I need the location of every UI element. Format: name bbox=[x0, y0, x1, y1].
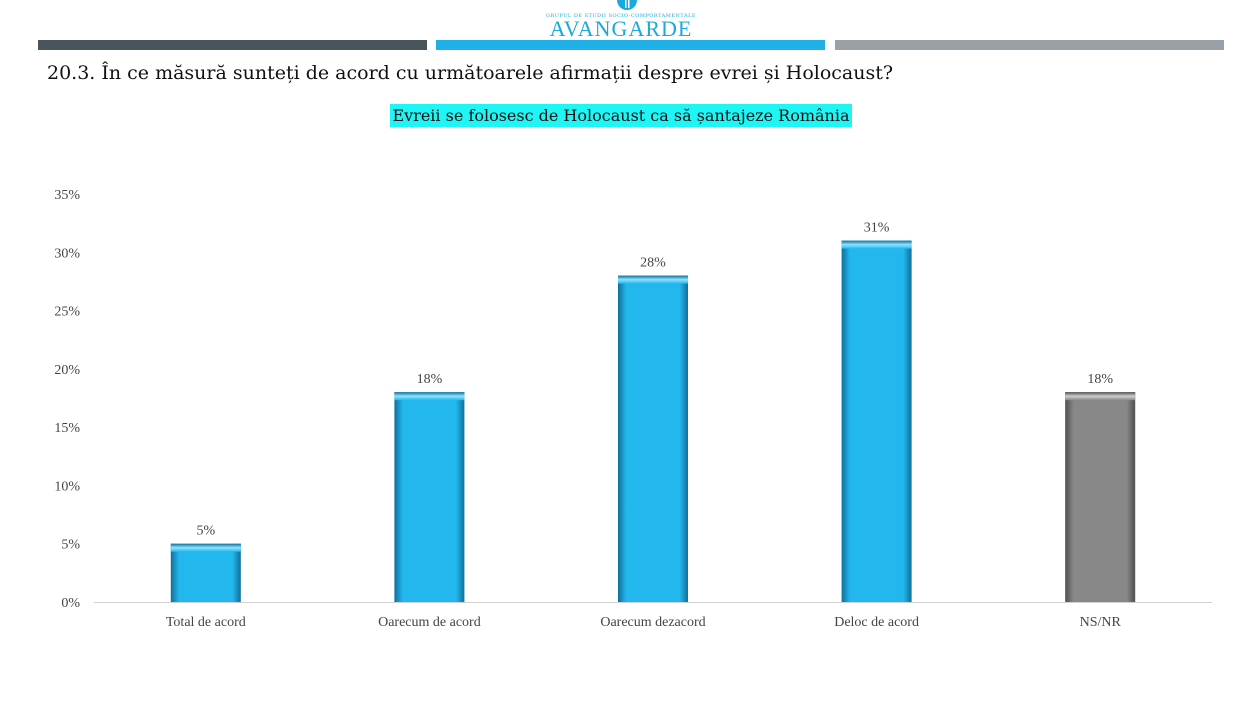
bar bbox=[394, 392, 465, 602]
y-axis: 0% 5% 10% 15% 20% 25% 30% 35% bbox=[54, 188, 80, 611]
y-tick-label: 0% bbox=[61, 596, 80, 611]
y-tick-label: 10% bbox=[54, 479, 80, 494]
question-title: 20.3. În ce măsură sunteți de acord cu u… bbox=[47, 62, 894, 84]
logo-text: AVANGARDE bbox=[549, 16, 693, 41]
header-band-dark bbox=[38, 40, 427, 50]
bar bbox=[170, 543, 241, 602]
y-tick-label: 35% bbox=[54, 188, 80, 203]
x-tick-label: Oarecum de acord bbox=[378, 615, 481, 630]
x-tick-label: Total de acord bbox=[166, 615, 246, 630]
y-tick-label: 5% bbox=[61, 538, 80, 553]
y-tick-label: 15% bbox=[54, 421, 80, 436]
bar-top-bevel bbox=[170, 543, 241, 552]
header-band-blue bbox=[436, 40, 825, 50]
y-tick-label: 20% bbox=[54, 363, 80, 378]
logo-mark-icon bbox=[617, 0, 637, 10]
bar bbox=[1065, 392, 1136, 602]
header-band-gray bbox=[835, 40, 1224, 50]
logo-tagline: GRUPUL DE STUDII SOCIO-COMPORTAMENTALE bbox=[545, 13, 697, 19]
bar bbox=[841, 240, 912, 602]
bar-top-bevel bbox=[394, 392, 465, 401]
bar-top-bevel bbox=[618, 275, 688, 284]
x-tick-label: NS/NR bbox=[1080, 615, 1122, 630]
data-label: 5% bbox=[196, 524, 215, 539]
y-tick-label: 25% bbox=[54, 305, 80, 320]
data-label: 31% bbox=[864, 221, 890, 236]
x-tick-label: Deloc de acord bbox=[834, 615, 919, 630]
logo: GRUPUL DE STUDII SOCIO-COMPORTAMENTALE A… bbox=[0, 0, 1242, 41]
data-label: 18% bbox=[417, 372, 443, 387]
bar bbox=[618, 275, 688, 602]
bar-top-bevel bbox=[841, 240, 912, 249]
x-axis: Total de acord Oarecum de acord Oarecum de… bbox=[94, 602, 1212, 630]
bar-top-bevel bbox=[1065, 392, 1136, 401]
chart-title: Evreii se folosesc de Holocaust ca să șa… bbox=[390, 104, 852, 127]
chart-title-wrap: Evreii se folosesc de Holocaust ca să șa… bbox=[0, 104, 1242, 127]
x-tick-label: Oarecum dezacord bbox=[600, 615, 705, 630]
data-label: 18% bbox=[1087, 372, 1113, 387]
data-label: 28% bbox=[640, 256, 666, 271]
bars: 5% 18% 28% 31% 18% bbox=[170, 221, 1136, 602]
y-tick-label: 30% bbox=[54, 246, 80, 261]
